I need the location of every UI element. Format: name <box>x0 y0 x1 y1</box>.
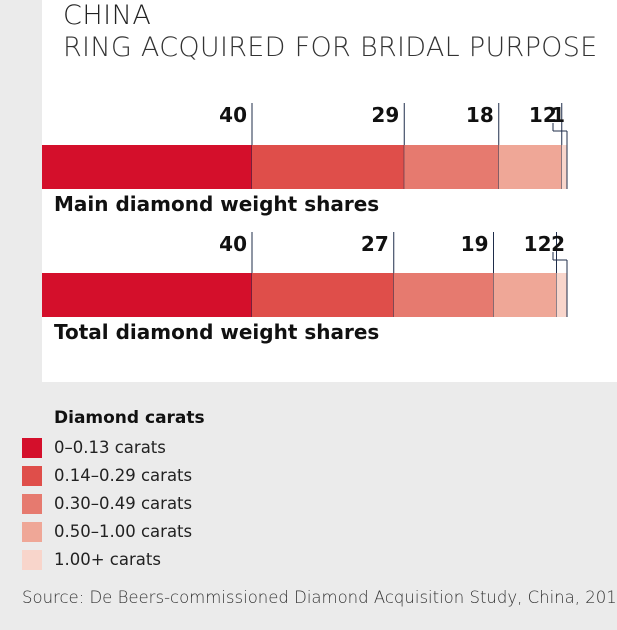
bar-segment <box>561 145 567 189</box>
value-label: 12 <box>529 103 557 127</box>
bar-segment <box>498 145 562 189</box>
value-label: 12 <box>524 232 552 256</box>
value-label: 2 <box>551 232 565 256</box>
bar-segment <box>493 273 557 317</box>
source-note: Source: De Beers-commissioned Diamond Ac… <box>22 588 617 607</box>
value-label: 40 <box>219 232 247 256</box>
bar-segment <box>404 145 499 189</box>
main-chart-title: Main diamond weight shares <box>54 192 380 216</box>
total-chart-title: Total diamond weight shares <box>54 320 380 344</box>
legend-swatch <box>22 494 42 514</box>
legend-swatch <box>22 522 42 542</box>
legend-swatch <box>22 466 42 486</box>
bar-segment <box>42 273 252 317</box>
bar-segment <box>556 273 567 317</box>
legend-label: 0.30–0.49 carats <box>54 494 193 513</box>
value-label: 29 <box>371 103 399 127</box>
bar-segment <box>393 273 494 317</box>
bar-segment <box>252 145 405 189</box>
page-subtitle: RING ACQUIRED FOR BRIDAL PURPOSE <box>63 32 598 63</box>
chart-panel <box>42 0 617 382</box>
bar-segment <box>252 273 394 317</box>
legend-swatch <box>22 550 42 570</box>
legend-label: 0.50–1.00 carats <box>54 522 193 541</box>
legend-label: 0–0.13 carats <box>54 438 166 457</box>
value-label: 27 <box>361 232 389 256</box>
page-title: CHINA <box>63 0 152 31</box>
legend-label: 1.00+ carats <box>54 550 161 569</box>
legend-title: Diamond carats <box>54 408 205 428</box>
legend-label: 0.14–0.29 carats <box>54 466 193 485</box>
value-label: 40 <box>219 103 247 127</box>
bar-segment <box>42 145 252 189</box>
value-label: 18 <box>466 103 494 127</box>
value-label: 19 <box>461 232 489 256</box>
value-label: 1 <box>551 103 565 127</box>
legend-swatch <box>22 438 42 458</box>
